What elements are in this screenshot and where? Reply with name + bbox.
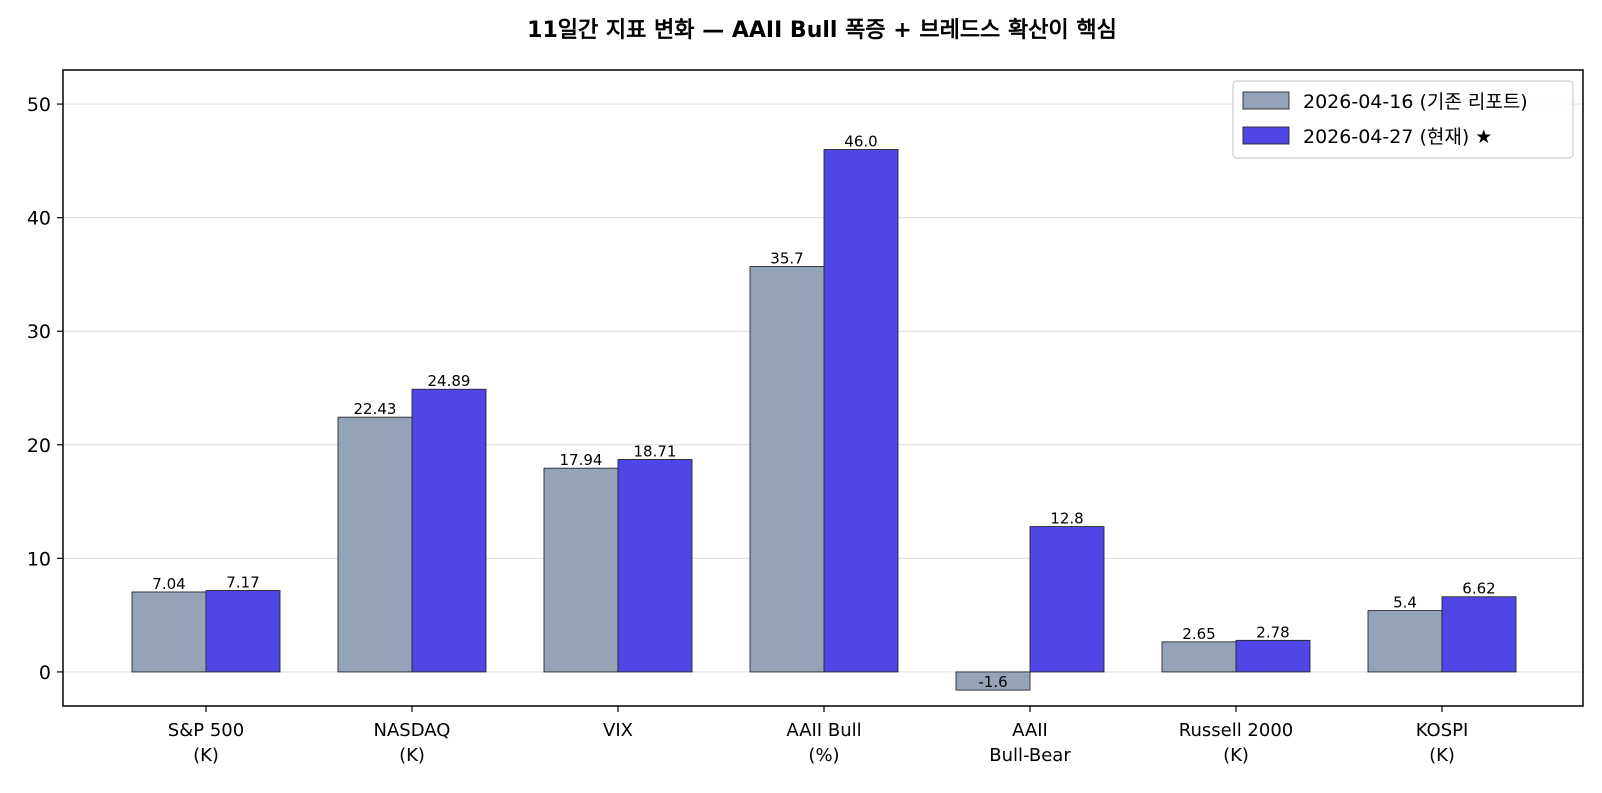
legend-swatch: [1242, 126, 1290, 145]
data-value-label: 5.4: [1393, 594, 1417, 612]
y-tick-label: 50: [27, 94, 51, 116]
data-value-label: 22.43: [354, 400, 397, 418]
x-category-label: NASDAQ (K): [374, 720, 451, 766]
data-value-label: 2.65: [1182, 625, 1215, 643]
bar-series-1: [543, 467, 619, 673]
legend-box: [1232, 80, 1574, 159]
legend-label: 2026-04-27 (현재) ★: [1303, 126, 1492, 148]
x-category-label-line: (K): [193, 745, 219, 766]
y-tick-label: 10: [27, 548, 51, 570]
bar-series-1: [337, 416, 413, 673]
legend-label: 2026-04-16 (기존 리포트): [1303, 91, 1528, 113]
bars-layer: [131, 149, 1517, 691]
x-category-label-line: VIX: [603, 720, 633, 741]
x-category-label-line: NASDAQ: [374, 720, 451, 741]
data-value-label: 6.62: [1462, 580, 1495, 598]
chart-title: 11일간 지표 변화 — AAII Bull 폭증 + 브레드스 확산이 핵심: [527, 18, 1117, 43]
x-category-label-line: (K): [1223, 745, 1249, 766]
y-tick-label: 20: [27, 435, 51, 457]
bar-series-1: [749, 266, 825, 673]
bar-series-2: [1235, 639, 1311, 673]
x-category-label-line: AAII: [1012, 720, 1048, 741]
value-labels-layer: 7.04 22.43 17.94 35.7 -1.6 2.65 5.4 7.17 24.89 18…: [152, 133, 1495, 692]
data-value-label: 46.0: [844, 133, 877, 151]
data-value-label: 24.89: [428, 372, 471, 390]
data-value-label: 18.71: [634, 442, 677, 460]
data-value-label: 7.04: [152, 575, 185, 593]
bar-series-1: [131, 591, 207, 673]
y-tick-label: 30: [27, 321, 51, 343]
x-category-label-line: AAII Bull: [786, 720, 861, 741]
y-tick-label: 0: [39, 662, 51, 684]
data-value-label: 35.7: [770, 249, 803, 267]
x-category-label: VIX: [603, 720, 633, 741]
y-tick-label: 40: [27, 208, 51, 230]
data-value-label: 12.8: [1050, 510, 1083, 528]
data-value-label: 2.78: [1256, 623, 1289, 641]
legend: 2026-04-16 (기존 리포트) 2026-04-27 (현재) ★: [1232, 80, 1574, 159]
bar-series-2: [823, 149, 899, 673]
x-category-label: AAII Bull (%): [786, 720, 861, 766]
bar-series-1: [1367, 610, 1443, 673]
data-value-label: 7.17: [226, 573, 259, 591]
x-category-label-line: KOSPI: [1416, 720, 1469, 741]
bar-series-1: [955, 671, 1031, 691]
plot-frame: [62, 69, 1584, 707]
bar-series-2: [1441, 596, 1517, 673]
x-category-label-line: (K): [1429, 745, 1455, 766]
data-value-label: -1.6: [978, 673, 1007, 691]
x-category-label-line: Bull-Bear: [989, 745, 1071, 766]
data-value-label: 17.94: [560, 451, 603, 469]
bar-series-2: [617, 458, 693, 673]
bar-series-2: [411, 388, 487, 673]
x-category-label-line: S&P 500: [168, 720, 244, 741]
bar-series-2: [205, 590, 281, 673]
axes-layer: 0 10 20 30 40 50 S&P 500 (K) NASDAQ (K) VIX AAII Bu…: [27, 69, 1584, 766]
x-category-label: AAII Bull-Bear: [989, 720, 1071, 766]
bar-series-1: [1161, 641, 1237, 673]
x-category-label: KOSPI (K): [1416, 720, 1469, 766]
x-category-label: S&P 500 (K): [168, 720, 244, 766]
x-category-label: Russell 2000 (K): [1179, 720, 1293, 766]
legend-swatch: [1242, 91, 1290, 110]
x-category-label-line: (K): [399, 745, 425, 766]
x-category-label-line: (%): [808, 745, 839, 766]
bar-series-2: [1029, 526, 1105, 673]
x-category-label-line: Russell 2000: [1179, 720, 1293, 741]
